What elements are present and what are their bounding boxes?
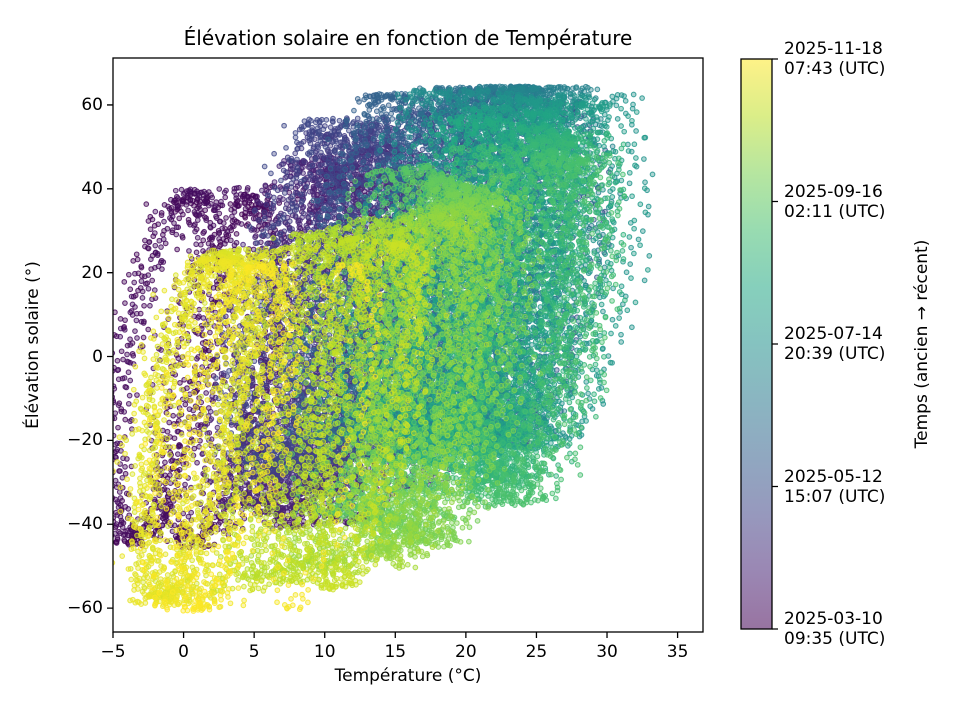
y-tick-label: 20 <box>81 262 103 283</box>
y-tick-label: 0 <box>92 346 103 367</box>
x-tick-label: 10 <box>313 642 336 662</box>
y-tick-label: −40 <box>67 514 103 535</box>
x-axis-label: Température (°C) <box>334 666 482 686</box>
x-tick-label: −5 <box>100 642 126 662</box>
y-tick-label: 40 <box>81 178 103 199</box>
colorbar-tick-label: 2025-11-18 07:43 (UTC) <box>784 39 886 79</box>
x-tick-label: 30 <box>596 642 618 662</box>
colorbar-tick-label: 2025-05-12 15:07 (UTC) <box>784 466 886 507</box>
x-tick-label: 0 <box>178 642 189 662</box>
colorbar-tick-label: 2025-07-14 20:39 (UTC) <box>784 324 886 364</box>
x-tick-label: 35 <box>666 642 689 662</box>
colorbar-tick-label: 2025-03-10 09:35 (UTC) <box>784 609 886 649</box>
y-axis-label: Élévation solaire (°) <box>23 261 43 429</box>
x-tick-label: 15 <box>384 642 407 662</box>
y-tick-label: −60 <box>67 598 103 619</box>
y-tick-label: 60 <box>81 94 103 115</box>
colorbar-label: Temps (ancien → récent) <box>912 239 932 449</box>
chart-title: Élévation solaire en fonction de Tempéra… <box>183 26 633 50</box>
y-tick-label: −20 <box>67 430 103 451</box>
x-tick-label: 5 <box>248 642 260 662</box>
x-tick-label: 25 <box>525 642 548 662</box>
colorbar-tick-label: 2025-09-16 02:11 (UTC) <box>784 181 886 222</box>
x-tick-label: 20 <box>455 642 477 662</box>
